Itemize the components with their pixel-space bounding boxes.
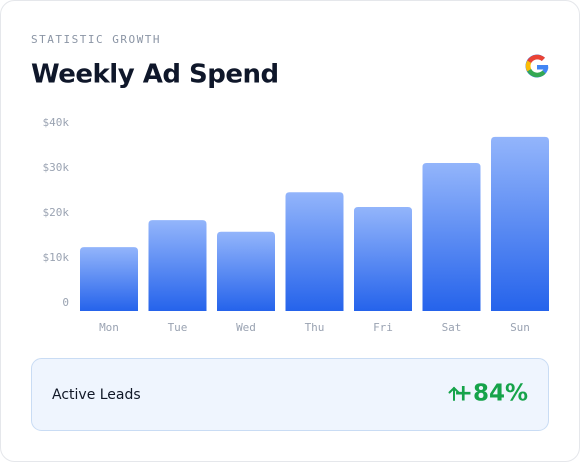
x-tick-label: Mon bbox=[99, 321, 119, 334]
bar bbox=[491, 136, 549, 311]
x-tick-label: Tue bbox=[168, 321, 188, 334]
x-tick-label: Sun bbox=[510, 321, 530, 334]
google-icon bbox=[525, 54, 549, 78]
y-tick-label: $30k bbox=[43, 161, 70, 174]
bar bbox=[422, 162, 481, 311]
y-tick-label: $10k bbox=[43, 251, 70, 264]
kpi-box bbox=[31, 358, 549, 431]
y-tick-label: $20k bbox=[43, 206, 70, 219]
up-arrow bbox=[448, 386, 460, 401]
x-tick-label: Fri bbox=[373, 321, 393, 334]
bar bbox=[217, 231, 275, 311]
x-tick-label: Sat bbox=[442, 321, 462, 334]
chart-title: Weekly Ad Spend bbox=[31, 60, 279, 90]
x-tick-label: Wed bbox=[236, 321, 256, 334]
bar bbox=[80, 247, 138, 311]
bar bbox=[354, 207, 412, 311]
y-tick-label: $40k bbox=[43, 116, 70, 129]
y-tick-label: 0 bbox=[62, 296, 69, 309]
kpi-value: +84% bbox=[454, 381, 528, 407]
eyebrow: STATISTIC GROWTH bbox=[31, 33, 161, 46]
kpi-label: Active Leads bbox=[52, 387, 141, 403]
bar bbox=[148, 220, 207, 311]
bar bbox=[285, 192, 344, 311]
x-tick-label: Thu bbox=[305, 321, 325, 334]
